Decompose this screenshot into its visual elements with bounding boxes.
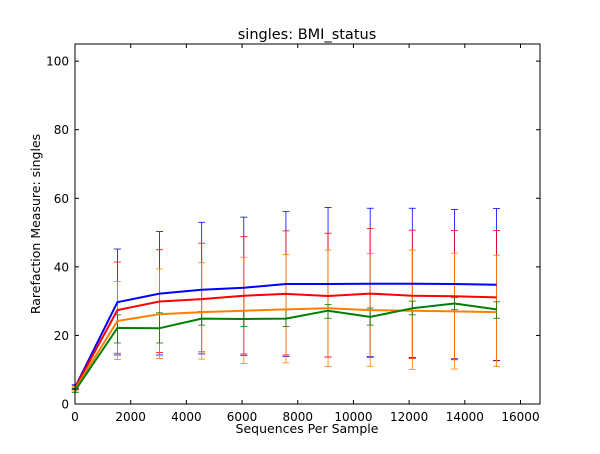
series-line: [74, 282, 497, 388]
y-tick-label: 60: [54, 192, 69, 206]
y-axis: 0 20 40 60 80 100: [46, 55, 540, 412]
x-tick-label: 14000: [446, 410, 484, 424]
y-tick-label: 20: [54, 329, 69, 343]
y-tick-label: 80: [54, 123, 69, 137]
x-axis: 0 2000 4000 6000 8000 10000 12000 14000 16000: [71, 44, 540, 424]
x-tick-label: 4000: [171, 410, 202, 424]
x-tick-label: 8000: [282, 410, 313, 424]
x-tick-label: 6000: [227, 410, 258, 424]
series-line: [74, 302, 497, 391]
y-tick-label: 0: [61, 398, 69, 412]
x-tick-label: 12000: [390, 410, 428, 424]
y-tick-label: 100: [46, 55, 69, 69]
x-tick-label: 16000: [501, 410, 539, 424]
chart-title: singles: BMI_status: [238, 27, 377, 43]
y-tick-label: 40: [54, 260, 69, 274]
x-axis-label: Sequences Per Sample: [236, 421, 379, 436]
x-tick-label: 2000: [115, 410, 146, 424]
plot-frame: [74, 43, 541, 405]
x-tick-label: 0: [71, 410, 79, 424]
series-line: [74, 307, 497, 390]
series-layer: [71, 207, 501, 393]
x-tick-label: 10000: [334, 410, 372, 424]
series-line: [74, 292, 497, 388]
y-axis-label: Rarefaction Measure: singles: [28, 134, 43, 314]
